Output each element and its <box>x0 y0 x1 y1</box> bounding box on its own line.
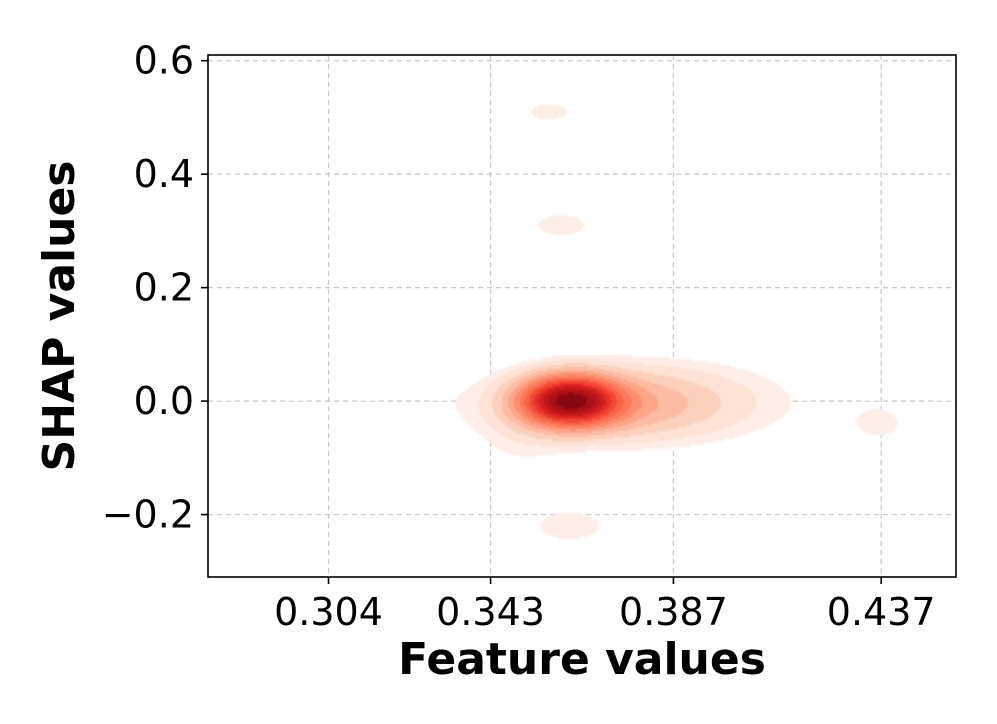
y-axis: 0.6 0.4 0.2 0.0 −0.2 <box>102 39 208 537</box>
y-tick-label: 0.6 <box>134 39 194 83</box>
x-tick-label: 0.304 <box>274 590 383 634</box>
y-axis-title: SHAP values <box>34 161 85 472</box>
y-tick-label: 0.2 <box>134 266 194 310</box>
plot-area <box>207 54 957 578</box>
y-tick-label: −0.2 <box>102 493 194 537</box>
density-heatmap <box>208 55 956 577</box>
x-axis-title: Feature values <box>398 634 766 685</box>
x-tick-label: 0.343 <box>436 590 545 634</box>
y-tick-label: 0.0 <box>134 379 194 423</box>
plot-frame <box>207 54 957 578</box>
y-tick-label: 0.4 <box>134 152 194 196</box>
x-tick-label: 0.437 <box>827 590 936 634</box>
x-axis: 0.304 0.343 0.387 0.437 <box>274 577 936 634</box>
x-tick-label: 0.387 <box>619 590 728 634</box>
